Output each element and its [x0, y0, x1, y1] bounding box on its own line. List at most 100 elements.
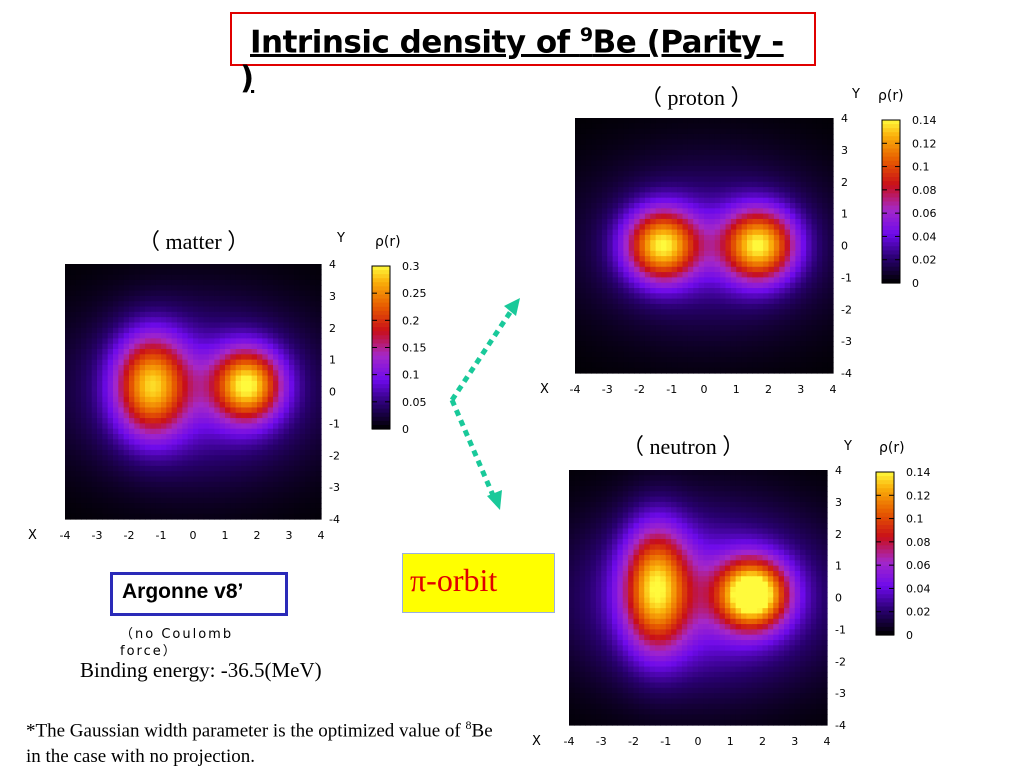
heatmap-cell	[76, 285, 82, 291]
heatmap-cell	[758, 246, 764, 252]
heatmap-cell	[580, 320, 586, 326]
heatmap-cell	[613, 134, 619, 140]
heatmap-cell	[790, 283, 796, 289]
heatmap-cell	[220, 376, 226, 382]
heatmap-cell	[113, 461, 119, 467]
heatmap-cell	[97, 413, 103, 419]
heatmap-cell	[580, 267, 586, 273]
heatmap-cell	[785, 261, 791, 267]
heatmap-cell	[629, 203, 635, 209]
heatmap-cell	[124, 307, 130, 313]
heatmap-cell	[575, 155, 581, 161]
heatmap-cell	[736, 304, 742, 310]
heatmap-cell	[198, 450, 204, 456]
heatmap-cell	[769, 118, 775, 124]
heatmap-cell	[666, 150, 672, 156]
heatmap-cell	[779, 203, 785, 209]
heatmap-cell	[166, 492, 172, 498]
heatmap-cell	[241, 264, 247, 270]
heatmap-cell	[623, 362, 629, 368]
heatmap-cell	[268, 365, 274, 371]
heatmap-cell	[774, 198, 780, 204]
heatmap-cell	[118, 370, 124, 376]
heatmap-cell	[683, 171, 689, 177]
heatmap-cell	[666, 272, 672, 278]
heatmap-cell	[188, 360, 194, 366]
heatmap-cell	[252, 514, 258, 520]
heatmap-cell	[795, 118, 801, 124]
heatmap-cell	[822, 368, 828, 374]
heatmap-cell	[86, 455, 92, 461]
heatmap-cell	[289, 386, 295, 392]
heatmap-cell	[241, 402, 247, 408]
heatmap-cell	[198, 354, 204, 360]
heatmap-cell	[289, 344, 295, 350]
heatmap-cell	[574, 486, 580, 492]
heatmap-cell	[236, 386, 242, 392]
heatmap-cell	[801, 309, 807, 315]
heatmap-cell	[225, 503, 231, 509]
heatmap-cell	[569, 550, 575, 556]
heatmap-cell	[236, 322, 242, 328]
heatmap-cell	[310, 264, 316, 270]
heatmap-cell	[156, 461, 162, 467]
heatmap-cell	[177, 477, 183, 483]
heatmap-cell	[225, 445, 231, 451]
heatmap-cell	[166, 349, 172, 355]
heatmap-cell	[262, 365, 268, 371]
heatmap-cell	[193, 386, 199, 392]
heatmap-cell	[268, 477, 274, 483]
heatmap-cell	[97, 354, 103, 360]
heatmap-cell	[790, 166, 796, 172]
heatmap-cell	[704, 230, 710, 236]
heatmap-cell	[252, 413, 258, 419]
heatmap-cell	[618, 272, 624, 278]
heatmap-cell	[597, 176, 603, 182]
heatmap-cell	[268, 291, 274, 297]
heatmap-cell	[166, 407, 172, 413]
heatmap-cell	[574, 672, 580, 678]
heatmap-cell	[731, 251, 737, 257]
heatmap-cell	[790, 315, 796, 321]
heatmap-cell	[225, 386, 231, 392]
heatmap-cell	[790, 299, 796, 305]
heatmap-cell	[257, 455, 263, 461]
heatmap-cell	[613, 256, 619, 262]
heatmap-cell	[268, 439, 274, 445]
heatmap-cell	[262, 349, 268, 355]
heatmap-cell	[188, 445, 194, 451]
heatmap-cell	[795, 341, 801, 347]
heatmap-cell	[214, 402, 220, 408]
heatmap-cell	[241, 285, 247, 291]
heatmap-cell	[774, 246, 780, 252]
heatmap-cell	[795, 309, 801, 315]
heatmap-cell	[177, 333, 183, 339]
heatmap-cell	[645, 150, 651, 156]
heatmap-cell	[129, 477, 135, 483]
heatmap-cell	[613, 214, 619, 220]
heatmap-cell	[246, 514, 252, 520]
heatmap-cell	[172, 445, 178, 451]
heatmap-cell	[575, 283, 581, 289]
colorbar-segment	[372, 331, 390, 336]
heatmap-cell	[204, 423, 210, 429]
heatmap-cell	[623, 118, 629, 124]
heatmap-cell	[645, 267, 651, 273]
heatmap-cell	[220, 466, 226, 472]
heatmap-cell	[230, 514, 236, 520]
heatmap-cell	[828, 352, 834, 358]
colorbar-tick-label: 0.02	[912, 254, 937, 267]
heatmap-cell	[677, 293, 683, 299]
heatmap-cell	[569, 576, 575, 582]
heatmap-cell	[220, 471, 226, 477]
heatmap-cell	[241, 445, 247, 451]
heatmap-cell	[316, 418, 322, 424]
heatmap-cell	[752, 150, 758, 156]
heatmap-cell	[124, 487, 130, 493]
heatmap-cell	[225, 450, 231, 456]
heatmap-cell	[683, 325, 689, 331]
heatmap-cell	[225, 407, 231, 413]
heatmap-cell	[806, 352, 812, 358]
heatmap-cell	[252, 280, 258, 286]
heatmap-cell	[607, 224, 613, 230]
